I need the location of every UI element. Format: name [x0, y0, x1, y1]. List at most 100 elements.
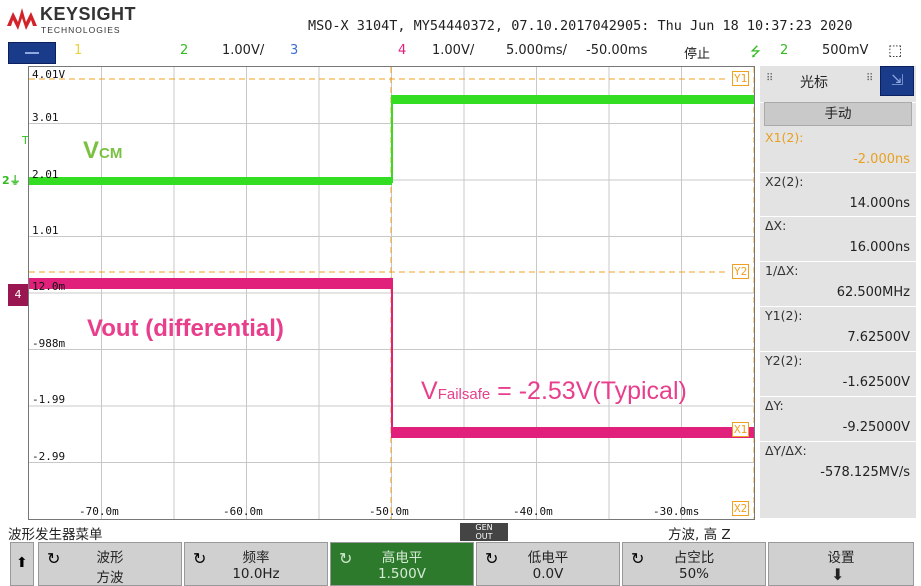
x-tick-label: -30.0ms: [653, 505, 700, 518]
vfailsafe-text: V: [421, 377, 438, 405]
channel-2-ground-marker[interactable]: 2⏚: [2, 174, 21, 187]
gen-out-badge: GEN OUT: [460, 523, 508, 541]
timebase-delay[interactable]: -50.00ms: [586, 43, 648, 58]
cursor-mode-selector[interactable]: 手动: [764, 102, 912, 126]
softkey-high-level[interactable]: ↻ 高电平 1.500V: [330, 542, 474, 586]
softkey-frequency[interactable]: ↻ 频率 10.0Hz: [184, 542, 328, 586]
channel-2-scale[interactable]: 1.00V/: [222, 43, 265, 58]
channel-4-label[interactable]: 4: [398, 43, 407, 58]
y-tick-label: 12.0m: [32, 280, 66, 293]
ch2-trace-edge: [391, 95, 393, 183]
y-tick-label: 1.01: [32, 224, 59, 237]
cursor-arrow-icon: ⇲: [891, 71, 904, 89]
x-tick-label: -70.0m: [79, 505, 119, 518]
y-tick-label: -2.99: [32, 450, 66, 463]
softkey-waveform[interactable]: ↻ 波形 方波: [38, 542, 182, 586]
cursor-y2-label[interactable]: Y2: [732, 264, 750, 279]
cursor-x1-readout-value: -2.000ns: [853, 152, 910, 167]
trigger-edge-icon: ⭍: [750, 45, 761, 60]
channel-2-waveform: [29, 95, 754, 185]
y-tick-label: 3.01: [32, 111, 59, 124]
keysight-logo-icon: [7, 8, 37, 30]
cursor-panel-title: 光标: [800, 75, 828, 91]
up-arrow-icon: ⬆: [16, 555, 28, 571]
waveform-display[interactable]: 4.01V 3.01 2.01 1.01 12.0m -988m -1.99 -…: [28, 66, 755, 520]
vout-annotation: Vout (differential): [87, 315, 284, 342]
ch4-trace-high: [29, 278, 392, 289]
timebase-scale[interactable]: 5.000ms/: [506, 43, 568, 58]
softkey-menu-bar: 波形发生器菜单 GEN OUT 方波, 高 Z: [0, 522, 921, 543]
vfailsafe-subscript: Failsafe: [437, 386, 491, 403]
cursor-y1-readout-value: 7.62500V: [847, 330, 910, 345]
delta-y-readout-value: -9.25000V: [842, 420, 910, 435]
channel-4-scale[interactable]: 1.00V/: [432, 43, 475, 58]
cursor-x1-readout-label: X1(2):: [765, 130, 804, 145]
softkey-low-level[interactable]: ↻ 低电平 0.0V: [476, 542, 620, 586]
selection-box-icon[interactable]: ⬚: [888, 41, 903, 59]
channel-1-label[interactable]: 1: [74, 43, 83, 58]
softkey-frequency-label: 频率: [242, 550, 270, 566]
vcm-annotation: VCM: [83, 137, 122, 165]
softkey-waveform-label: 波形: [96, 550, 124, 566]
ch4-trace-edge: [391, 278, 393, 438]
channel-3-label[interactable]: 3: [290, 43, 299, 58]
panel-divider: [760, 261, 916, 262]
softkey-high-level-label: 高电平: [381, 550, 423, 566]
softkey-waveform-value: 方波: [96, 570, 124, 586]
cursor-panel: X1(2): -2.000ns X2(2): 14.000ns ΔX: 16.0…: [760, 66, 916, 518]
channel-4-ground-marker[interactable]: 4: [8, 284, 28, 306]
vcm-subscript: CM: [99, 145, 123, 162]
softkey-high-level-value: 1.500V: [378, 566, 426, 582]
delta-y-over-delta-x-readout-value: -578.125MV/s: [820, 465, 910, 480]
trigger-channel[interactable]: 2: [780, 43, 789, 58]
panel-divider: [760, 172, 916, 173]
header: KEYSIGHT TECHNOLOGIES MSO-X 3104T, MY544…: [0, 0, 921, 40]
panel-divider: [760, 306, 916, 307]
channel-4-marker-label: 4: [14, 288, 22, 301]
softkey-frequency-value: 10.0Hz: [232, 566, 280, 582]
inverse-delta-x-readout-label: 1/ΔX:: [765, 263, 799, 278]
cursor-y1-label[interactable]: Y1: [732, 71, 750, 86]
delta-y-readout-label: ΔY:: [765, 398, 784, 413]
ch4-trace-low: [392, 427, 754, 438]
vfailsafe-value: = -2.53V(Typical): [490, 377, 687, 405]
down-arrow-icon: ⬇: [831, 565, 845, 584]
cursor-x2-label[interactable]: X2: [732, 501, 750, 516]
softkey-setup[interactable]: 设置 ⬇: [768, 542, 914, 586]
softkey-duty-cycle[interactable]: ↻ 占空比 50%: [622, 542, 766, 586]
grip-icon: ⠿: [866, 73, 874, 84]
y-tick-label: -988m: [32, 337, 66, 350]
graticule: [29, 67, 754, 519]
cursor-y2-readout-label: Y2(2):: [765, 353, 803, 368]
panel-divider: [760, 441, 916, 442]
inverse-delta-x-readout-value: 62.500MHz: [836, 285, 910, 300]
cursors-tab[interactable]: ⠿ 光标 ⠿: [760, 66, 880, 96]
cursor-y1-readout-label: Y1(2):: [765, 308, 803, 323]
run-state[interactable]: 停止: [684, 47, 711, 62]
y-tick-label: -1.99: [32, 393, 66, 406]
delta-x-readout-label: ΔX:: [765, 218, 787, 233]
panel-divider: [760, 396, 916, 397]
vcm-text: V: [83, 137, 100, 164]
channel-2-label[interactable]: 2: [180, 43, 189, 58]
x-tick-label: -60.0m: [223, 505, 263, 518]
cursor-x1-label[interactable]: X1: [732, 422, 750, 437]
device-info: MSO-X 3104T, MY54440372, 07.10.201704290…: [308, 18, 853, 34]
gen-badge-bottom: OUT: [475, 532, 493, 541]
brand-subtitle: TECHNOLOGIES: [41, 25, 121, 35]
ch2-trace-low: [29, 177, 392, 185]
softkey-menu-title: 波形发生器菜单: [8, 527, 103, 543]
y-tick-label: 4.01V: [32, 68, 66, 81]
softkey-duty-cycle-label: 占空比: [673, 550, 715, 566]
softkey-back-button[interactable]: ⬆: [10, 542, 34, 586]
trigger-level[interactable]: 500mV: [822, 43, 869, 58]
ch2-trace-high: [392, 95, 754, 104]
cursor-x2-readout-value: 14.000ns: [849, 196, 911, 211]
brand-name: KEYSIGHT: [40, 4, 137, 24]
x-tick-label: -40.0m: [513, 505, 553, 518]
cursor-tool-icon[interactable]: ⇲: [880, 66, 914, 96]
y-tick-label: 2.01: [32, 168, 59, 181]
softkey-duty-cycle-value: 50%: [678, 566, 709, 582]
main-menu-button[interactable]: [8, 42, 56, 64]
softkey-low-level-label: 低电平: [527, 550, 569, 566]
